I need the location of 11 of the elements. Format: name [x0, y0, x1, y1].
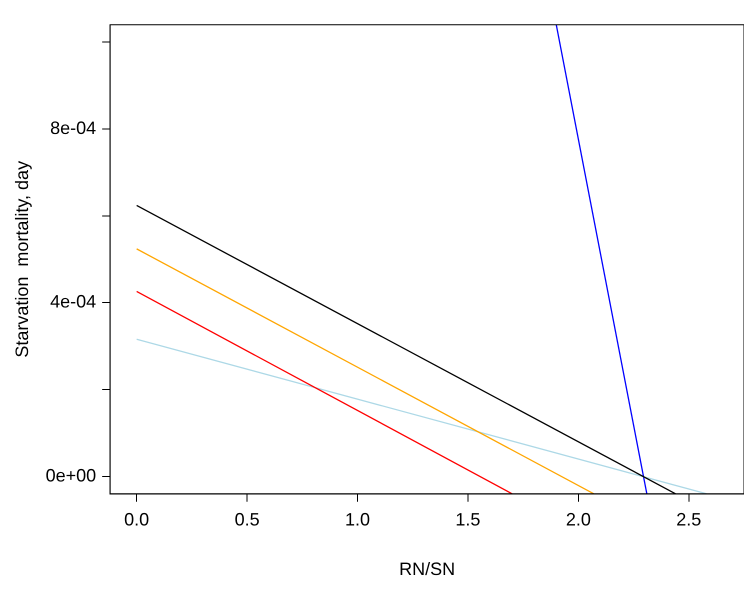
- y-axis-title: Starvation mortality, day: [12, 160, 32, 358]
- x-axis-title: RN/SN: [399, 559, 456, 580]
- y-tick-label: 8e-04: [50, 118, 96, 138]
- x-tick-label: 0.0: [124, 510, 150, 530]
- y-tick-label: 4e-04: [50, 292, 96, 312]
- x-tick-label: 0.5: [234, 510, 260, 530]
- x-tick-label: 2.5: [676, 510, 702, 530]
- y-tick-label: 0e+00: [46, 465, 96, 486]
- x-tick-label: 1.5: [455, 510, 480, 530]
- x-tick-label: 2.0: [566, 510, 591, 530]
- x-tick-label: 1.0: [344, 510, 370, 530]
